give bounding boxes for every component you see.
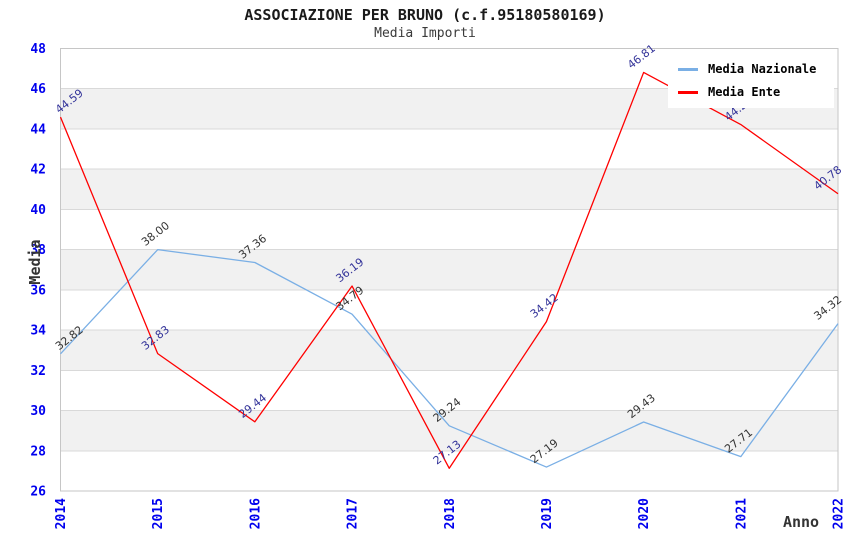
y-axis-ticks: 26 28 30 32 34 36 38 40 42 44 46 48 [30, 42, 46, 500]
legend-item-media-nazionale: Media Nazionale [678, 62, 828, 76]
y-tick-label: 32 [30, 364, 46, 379]
y-tick-label: 44 [30, 122, 46, 137]
x-tick-label: 2017 [346, 498, 361, 529]
plot-gridlines [60, 88, 838, 452]
x-tick-label: 2020 [637, 498, 652, 529]
chart-subtitle: Media Importi [374, 26, 476, 41]
x-tick-label: 2019 [540, 498, 555, 529]
y-tick-label: 28 [30, 444, 46, 459]
y-tick-label: 48 [30, 42, 46, 57]
y-axis-label: Media [26, 239, 44, 284]
y-tick-label: 34 [30, 324, 46, 339]
data-point-label: 38.00 [139, 219, 172, 249]
x-tick-label: 2021 [734, 498, 749, 529]
x-tick-label: 2014 [54, 498, 69, 529]
y-tick-label: 30 [30, 404, 46, 419]
media-ente-line-swatch-icon [678, 90, 698, 94]
x-tick-label: 2022 [832, 498, 847, 529]
plot-border [60, 48, 839, 492]
y-tick-label: 40 [30, 203, 46, 218]
plot-border-rect [60, 48, 839, 492]
band [60, 249, 838, 290]
legend-item-media-ente: Media Ente [678, 85, 828, 99]
data-point-label: 34.32 [811, 293, 844, 323]
series-line-media-nazionale [60, 248, 839, 468]
x-axis-ticks: 2014 2015 2016 2017 2018 2019 2020 2021 2022 [54, 498, 847, 529]
media-nazionale-line-swatch-icon [678, 67, 698, 71]
y-tick-label: 36 [30, 283, 46, 298]
y-tick-label: 42 [30, 163, 46, 178]
x-tick-label: 2015 [151, 498, 166, 529]
y-tick-label: 38 [30, 243, 46, 258]
data-point-label: 46.81 [625, 42, 658, 72]
band [60, 410, 838, 451]
x-tick-label: 2016 [248, 498, 263, 529]
x-axis-label: Anno [783, 513, 819, 531]
band [60, 330, 838, 371]
legend-label: Media Nazionale [708, 62, 817, 76]
y-tick-label: 26 [30, 485, 46, 500]
plot-bands [60, 88, 838, 451]
y-tick-label: 46 [30, 82, 46, 97]
band [60, 169, 838, 210]
legend-label: Media Ente [708, 85, 781, 99]
chart-legend: Media Nazionale Media Ente [668, 55, 834, 108]
data-point-label: 34.42 [528, 291, 561, 321]
x-tick-label: 2018 [443, 498, 458, 529]
chart-title: ASSOCIAZIONE PER BRUNO (c.f.95180580169) [244, 6, 606, 24]
